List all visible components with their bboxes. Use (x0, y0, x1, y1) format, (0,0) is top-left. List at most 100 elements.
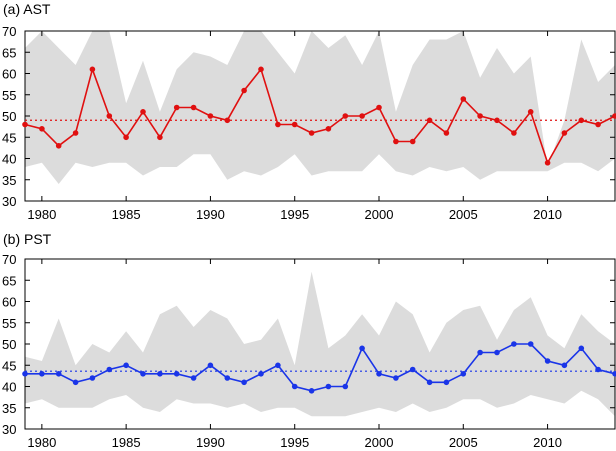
panel-b-x-tick-label: 2010 (533, 435, 562, 450)
panel-a-y-tick-label: 65 (2, 45, 16, 60)
panel-a-data-point (494, 117, 500, 124)
panel-b-y-tick-label: 50 (2, 337, 16, 352)
panel-b-x-tick-label: 2000 (365, 435, 394, 450)
panel-b-data-point (106, 366, 113, 373)
panel-b-data-point (393, 375, 399, 381)
panel-a-data-point (544, 160, 551, 166)
panel-b-data-point (241, 379, 247, 386)
panel-a-data-point (527, 109, 534, 115)
panel-b-range-band-group (25, 271, 615, 417)
panel-b-data-point (359, 345, 365, 352)
panel-a-y-tick-label: 40 (2, 152, 16, 167)
panel-b-data-point (275, 362, 281, 369)
panel-a-y-tick-label: 70 (2, 24, 16, 39)
panel-a-range-band-group (25, 31, 615, 184)
panel-a-data-point (39, 126, 45, 132)
panel-a-x-tick-label: 1990 (196, 207, 225, 222)
panel-a-range-band (25, 31, 615, 184)
panel-a-data-point (460, 96, 467, 102)
panel-a-data-point (241, 87, 247, 94)
panel-b-data-point (258, 371, 264, 377)
panel-a-x-tick-label: 1985 (112, 207, 141, 222)
panel-b-y-tick-label: 65 (2, 273, 16, 288)
panel-a-data-point (393, 138, 399, 145)
panel-b-data-point (544, 358, 551, 364)
panel-b-x-tick-label: 1990 (196, 435, 225, 450)
panel-b-data-point (123, 362, 129, 369)
panel-b-data-point (595, 366, 601, 373)
panel-a-data-point (123, 134, 129, 141)
panel-a-y-tick-label: 50 (2, 109, 16, 124)
panel-b-data-point (460, 371, 467, 377)
panel-b-data-point (291, 383, 298, 390)
panel-a-y-tick-label: 45 (2, 130, 16, 145)
panel-b-data-point (426, 379, 433, 386)
panel-b-x-tick-label: 1985 (112, 435, 141, 450)
panel-a-data-point (207, 113, 214, 119)
panel-ast: (a) AST 30 35 40 45 50 55 60 65 70 1980 1985 1990 19… (2, 1, 616, 222)
panel-b-title: (b) PST (3, 231, 52, 247)
panel-b-data-point (207, 362, 214, 369)
panel-a-data-point (275, 121, 281, 128)
panel-b-y-tick-label: 40 (2, 380, 16, 395)
panel-b-x-tick-label: 2005 (449, 435, 478, 450)
panel-a-data-point (55, 143, 62, 149)
panel-b-data-point (224, 375, 231, 381)
panel-b-data-point (342, 383, 349, 390)
panel-a-series-group (22, 66, 616, 166)
panel-a-data-point (157, 134, 163, 141)
panel-pst: (b) PST 30 35 40 45 50 55 60 65 70 1980 1985 1990 19… (2, 231, 616, 450)
panel-b-x-tick-label: 1995 (280, 435, 309, 450)
panel-b-range-band (25, 271, 615, 417)
panel-a-data-point (561, 130, 568, 136)
panel-b-data-point (561, 362, 568, 369)
panel-a-data-point (595, 121, 601, 128)
panel-a-data-point (511, 130, 517, 136)
panel-a-data-point (578, 117, 585, 124)
panel-a-y-tick-label: 30 (2, 194, 16, 209)
panel-a-y-tick-label: 55 (2, 88, 16, 103)
panel-a-axes: 30 35 40 45 50 55 60 65 70 1980 1985 1990 1995 2000 20… (2, 24, 616, 222)
panel-b-data-point (578, 345, 585, 352)
panel-b-data-point (39, 371, 45, 377)
panel-b-data-point (477, 349, 483, 356)
panel-a-series-line (24, 66, 616, 165)
panel-b-series-group (22, 341, 616, 394)
panel-b-y-tick-label: 60 (2, 295, 16, 310)
panel-a-data-point (409, 138, 416, 145)
panel-b-data-point (511, 341, 517, 347)
panel-a-data-point (308, 130, 315, 136)
panel-b-data-point (325, 383, 332, 390)
panel-a-data-point (224, 117, 231, 124)
panel-b-data-point (443, 379, 450, 386)
panel-a-x-tick-label: 2000 (365, 207, 394, 222)
panel-b-data-point (612, 371, 616, 377)
panel-b-data-point (55, 371, 62, 377)
panel-b-data-point (409, 366, 416, 373)
panel-a-data-point (106, 113, 113, 119)
panel-b-data-point (527, 341, 534, 347)
panel-a-x-tick-label: 1980 (27, 207, 56, 222)
panel-b-axes: 30 35 40 45 50 55 60 65 70 1980 1985 1990 1995 2000 20… (2, 252, 616, 450)
panel-a-data-point (190, 104, 197, 111)
panel-a-data-point (173, 104, 180, 111)
panel-a-data-point (342, 113, 349, 119)
panel-a-data-point (443, 130, 450, 136)
panel-a-x-tick-label: 2005 (449, 207, 478, 222)
panel-b-data-point (140, 371, 146, 377)
panel-a-x-tick-label: 1995 (280, 207, 309, 222)
panel-a-data-point (426, 117, 433, 124)
panel-b-y-tick-label: 70 (2, 252, 16, 267)
panel-a-data-point (291, 121, 298, 128)
panel-b-data-point (173, 371, 180, 377)
panel-b-data-point (494, 349, 500, 356)
panel-b-data-point (376, 371, 382, 377)
panel-a-data-point (376, 104, 382, 111)
panel-b-y-tick-label: 35 (2, 401, 16, 416)
panel-b-data-point (308, 388, 315, 394)
panel-a-y-tick-label: 60 (2, 67, 16, 82)
panel-b-y-tick-label: 55 (2, 316, 16, 331)
panel-a-data-point (72, 130, 79, 136)
panel-b-x-tick-label: 1980 (27, 435, 56, 450)
